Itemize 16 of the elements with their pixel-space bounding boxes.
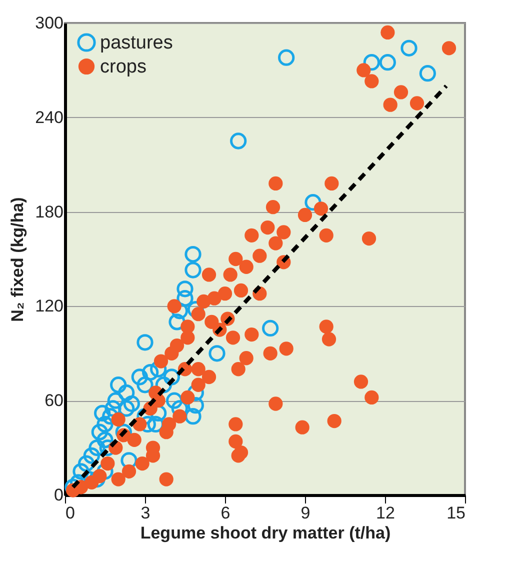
y-tick-label: 0: [54, 486, 64, 504]
y-axis-title: N₂ fixed (kg/ha): [8, 197, 28, 322]
y-tick-label: 60: [44, 391, 64, 410]
legend-label: pastures: [100, 32, 173, 54]
y-tick-label: 240: [35, 108, 64, 127]
y-tick-label: 180: [35, 202, 64, 222]
x-axis-title: Legume shoot dry matter (t/ha): [140, 524, 391, 542]
legend-label: crops: [100, 56, 146, 78]
x-tick-label: 9: [300, 504, 310, 522]
y-tick-label: 300: [35, 14, 64, 32]
x-tick-label: 15: [446, 504, 466, 522]
x-tick-label: 0: [66, 504, 75, 522]
x-tick-label: 12: [376, 504, 395, 522]
x-tick-label: 3: [140, 504, 150, 522]
y-tick-label: 120: [35, 296, 64, 316]
x-tick-label: 6: [220, 504, 230, 522]
